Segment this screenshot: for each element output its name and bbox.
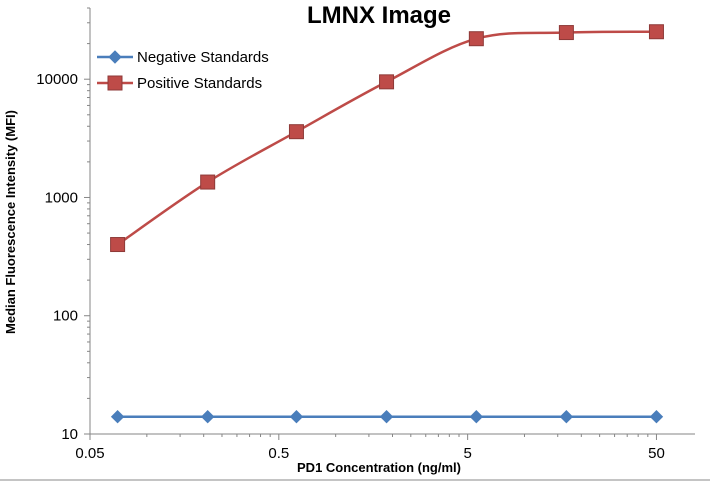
x-axis: 0.05 0.5 5 50 [75, 433, 695, 462]
x-tick-label: 0.5 [268, 445, 289, 462]
legend-marker-positive [107, 75, 123, 91]
data-point-positive [200, 174, 216, 190]
data-point-negative [289, 410, 304, 424]
x-tick-label: 5 [463, 445, 471, 462]
data-point-negative [559, 410, 574, 424]
data-point-positive [468, 31, 484, 47]
data-point-positive [110, 237, 126, 253]
data-point-negative [110, 410, 125, 424]
data-point-positive [288, 124, 304, 140]
legend-label-negative: Negative Standards [137, 49, 269, 66]
legend-label-positive: Positive Standards [137, 75, 262, 92]
x-axis-label: PD1 Concentration (ng/ml) [297, 460, 461, 475]
y-tick-label: 10000 [36, 71, 78, 88]
chart-title: LMNX Image [307, 2, 451, 29]
data-point-positive [379, 74, 395, 90]
x-tick-label: 50 [648, 445, 665, 462]
data-point-negative [200, 410, 215, 424]
x-tick-label: 0.05 [75, 445, 104, 462]
data-point-positive [558, 25, 574, 41]
data-point-negative [379, 410, 394, 424]
y-tick-label: 100 [53, 308, 78, 325]
y-axis: 10 100 1000 10000 [36, 7, 91, 443]
plot-area [110, 24, 664, 424]
data-point-negative [469, 410, 484, 424]
data-point-negative [649, 410, 664, 424]
legend: Negative Standards Positive Standards [97, 49, 269, 92]
y-tick-label: 1000 [45, 189, 78, 206]
data-point-positive [648, 24, 664, 40]
legend-marker-negative [108, 50, 122, 64]
y-axis-label: Median Fluorescence Intensity (MFI) [3, 110, 18, 334]
y-tick-label: 10 [61, 426, 78, 443]
